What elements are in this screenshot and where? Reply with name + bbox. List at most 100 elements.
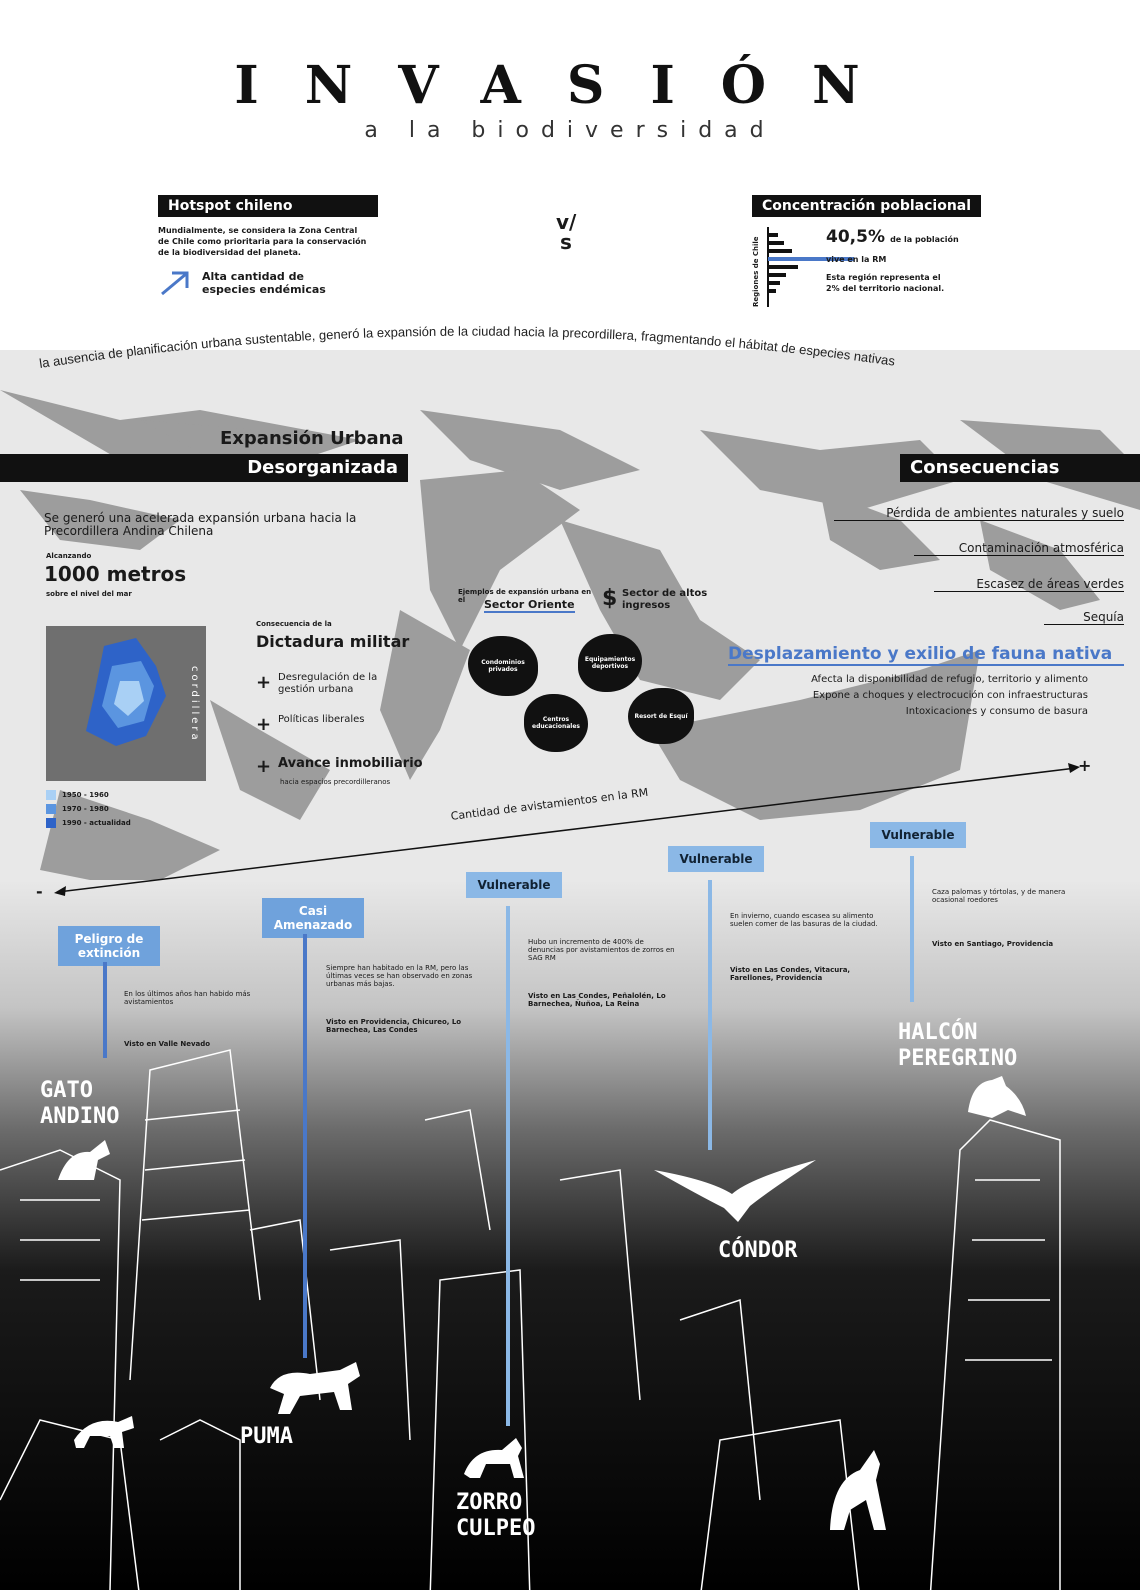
legend-label-3: 1990 - actualidad	[62, 819, 131, 827]
status-badge-condor: Vulnerable	[668, 846, 764, 872]
dictadura-item-3-label: Avance inmobiliario	[278, 756, 423, 771]
money-text: Sector de altos ingresos	[622, 588, 708, 611]
text-zorro: Hubo un incremento de 400% de denuncias …	[528, 938, 675, 962]
dictadura-item-2-label: Políticas liberales	[278, 714, 365, 725]
expansion-title1: Expansión Urbana	[220, 428, 404, 449]
legend-swatch-2	[46, 804, 56, 814]
blob-condominios: Condominios privados	[468, 636, 538, 696]
arc-text: la ausencia de planificación urbana sust…	[38, 324, 896, 371]
status-badge-zorro: Vulnerable	[466, 872, 562, 898]
seen-puma: Visto en Providencia, Chicureo, Lo Barne…	[326, 1018, 462, 1034]
stem-puma	[303, 934, 307, 1358]
consecuencias-highlight: Desplazamiento y exilio de fauna nativa	[728, 644, 1124, 666]
consecuencia-1: Pérdida de ambientes naturales y suelo	[834, 506, 1124, 521]
status-badge-puma: Casi Amenazado	[262, 898, 364, 938]
name-puma: PUMA	[240, 1424, 293, 1449]
dictadura-item-1-label: Desregulación de la gestión urbana	[278, 672, 378, 695]
poblacion-percent: 40,5%	[826, 227, 885, 247]
oriente-title: Sector Oriente	[484, 598, 575, 613]
detail-3: Intoxicaciones y consumo de basura	[905, 706, 1088, 717]
dictadura-item-sub: hacia espacios precordilleranos	[280, 778, 391, 786]
map-label: cordillera	[189, 666, 200, 743]
oriente-pre: Ejemplos de expansión urbana en el	[458, 588, 592, 604]
condor-icon	[654, 1160, 816, 1222]
consecuencia-2: Contaminación atmosférica	[914, 541, 1124, 556]
puma-icon	[270, 1362, 360, 1414]
detail-1: Afecta la disponibilidad de refugio, ter…	[811, 674, 1088, 685]
gato-andino-lower-icon	[830, 1450, 886, 1530]
expansion-title2: Desorganizada	[0, 454, 408, 482]
blob-deportivos: Equipamientos deportivos	[578, 634, 642, 692]
axis-minus: -	[36, 882, 43, 901]
legend-swatch-3	[46, 818, 56, 828]
plus-icon: +	[256, 672, 272, 693]
stem-gato	[103, 962, 107, 1058]
stem-halcon	[910, 856, 914, 1002]
seen-gato: Visto en Valle Nevado	[124, 1040, 211, 1048]
money-icon: $	[602, 586, 618, 611]
hotspot-highlight: Alta cantidad de especies endémicas	[202, 270, 326, 296]
poblacion-note: Esta región representa el 2% del territo…	[826, 273, 945, 293]
plus-icon: +	[256, 756, 272, 777]
seen-halcon: Visto en Santiago, Providencia	[932, 940, 1054, 948]
text-halcon: Caza palomas y tórtolas, y de manera oca…	[932, 888, 1066, 904]
dictadura-pre: Consecuencia de la	[256, 620, 332, 628]
legend-label-1: 1950 - 1960	[62, 791, 109, 799]
city-skyline	[0, 1049, 1061, 1590]
stem-condor	[708, 880, 712, 1150]
reach-value: 1000 metros	[44, 562, 187, 586]
expansion-intro: Se generó una acelerada expansión urbana…	[44, 511, 357, 538]
poblacion-percent-sub: vive en la RM	[826, 255, 887, 264]
hotspot-text: Mundialmente, se considera la Zona Centr…	[158, 226, 367, 257]
seen-zorro: Visto en Las Condes, Peñalolén, Lo Barne…	[528, 992, 666, 1008]
blob-educacionales: Centros educacionales	[524, 694, 588, 752]
map-legend: 1950 - 1960 1970 - 1980 1990 - actualida…	[46, 788, 131, 830]
poblacion-axis: Regiones de Chile	[752, 236, 760, 307]
poblacion-tag: Concentración poblacional	[752, 195, 982, 217]
seen-condor: Visto en Las Condes, Vitacura, Farellone…	[730, 966, 851, 982]
page-title: INVASIÓN	[234, 55, 906, 116]
svg-text:la ausencia de planificación u: la ausencia de planificación urbana sust…	[38, 324, 896, 371]
dictadura-item-3: + Avance inmobiliario	[256, 756, 423, 777]
legend-swatch-1	[46, 790, 56, 800]
plus-icon: +	[256, 714, 272, 735]
text-condor: En invierno, cuando escasea su alimento …	[730, 912, 878, 928]
sightings-axis	[54, 763, 1080, 896]
puma-small-icon	[74, 1416, 134, 1448]
arrow-up-right-icon	[161, 271, 189, 296]
text-gato: En los últimos años han habido más avist…	[124, 990, 251, 1006]
arc-text-path: la ausencia de planificación urbana sust…	[38, 324, 896, 371]
detail-2: Expone a choques y electrocución con inf…	[812, 690, 1088, 701]
page-subtitle: a la biodiversidad	[364, 118, 776, 143]
zorro-culpeo-icon	[464, 1438, 524, 1478]
stem-zorro	[506, 906, 510, 1426]
dictadura-item-2: + Políticas liberales	[256, 714, 365, 735]
text-puma: Siempre han habitado en la RM, pero las …	[326, 964, 473, 988]
status-badge-halcon: Vulnerable	[870, 822, 966, 848]
consecuencias-title: Consecuencias	[900, 454, 1140, 482]
dictadura-title: Dictadura militar	[256, 632, 410, 651]
name-gato: GATO ANDINO	[40, 1078, 120, 1129]
consecuencia-3: Escasez de áreas verdes	[934, 577, 1124, 592]
status-badge-gato: Peligro de extinción	[58, 926, 160, 966]
dictadura-item-1: + Desregulación de la gestión urbana	[256, 672, 398, 696]
name-condor: CÓNDOR	[718, 1238, 798, 1263]
name-halcon: HALCÓN PEREGRINO	[898, 1020, 1018, 1071]
population-bars-icon	[767, 227, 854, 307]
legend-label-2: 1970 - 1980	[62, 805, 109, 813]
axis-plus: +	[1078, 756, 1092, 775]
vs-label: v/s	[556, 210, 577, 254]
name-zorro: ZORRO CULPEO	[456, 1490, 536, 1541]
hotspot-tag: Hotspot chileno	[158, 195, 378, 217]
dark-city-area	[0, 880, 1140, 1590]
blob-esqui: Resort de Esquí	[628, 688, 694, 744]
reach-sub: sobre el nivel del mar	[46, 590, 132, 598]
reach-label: Alcanzando	[46, 552, 92, 560]
poblacion-percent-tail: de la población	[890, 235, 959, 244]
hotspot-block: Hotspot chileno Mundialmente, se conside…	[158, 195, 378, 298]
poblacion-block: Concentración poblacional Regiones de Ch…	[752, 195, 982, 307]
halcon-peregrino-icon	[968, 1076, 1026, 1118]
mountain-shapes	[0, 390, 1140, 890]
urban-expansion-map: cordillera	[46, 626, 206, 781]
consecuencia-4: Sequía	[1044, 610, 1124, 625]
